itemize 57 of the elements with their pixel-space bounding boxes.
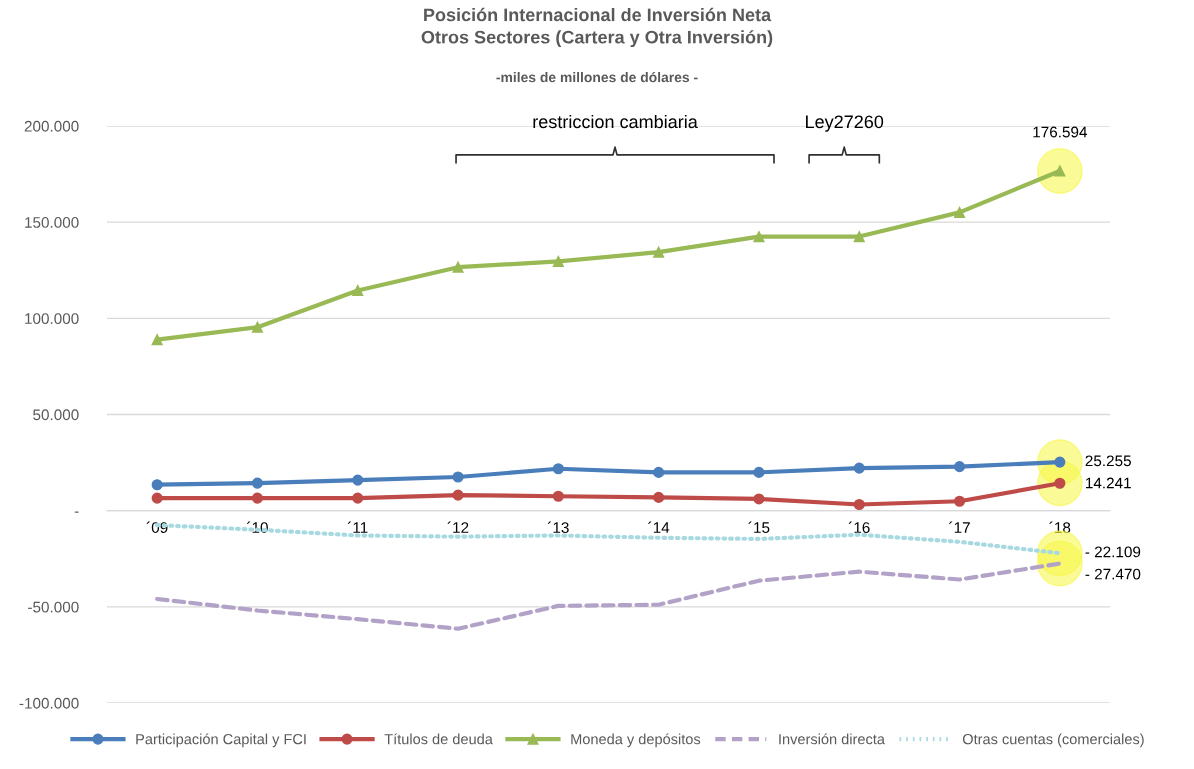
y-tick-label: -100.000 [19, 697, 79, 709]
point [953, 206, 966, 218]
point [352, 284, 364, 297]
point [653, 466, 665, 478]
line-series [155, 561, 1062, 631]
y-tick-label: 150.000 [25, 217, 79, 228]
point [853, 231, 865, 243]
x-tick-label: ´11 [347, 521, 368, 533]
point [853, 498, 865, 511]
point [151, 492, 163, 504]
point [552, 490, 564, 502]
x-tick-label: ´12 [447, 521, 469, 533]
data-label: - 27.470 [1085, 568, 1141, 580]
point [251, 321, 264, 333]
chart-title: Posición Internacional de Inversión Neta Otros Sectores (Cartera y Otra Inversión) [421, 7, 773, 48]
point [151, 334, 163, 346]
legend-label: Moneda y depósitos [571, 733, 701, 748]
x-tick-label: ´18 [1049, 521, 1071, 533]
point [452, 261, 464, 273]
data-label: 25.255 [1085, 455, 1131, 467]
data-label: 14.241 [1086, 477, 1131, 489]
point [352, 492, 364, 504]
annotation: restriccion cambiaria [533, 114, 698, 129]
data-label: 176.594 [1033, 126, 1088, 138]
point [251, 477, 264, 489]
y-tick-label: - [74, 511, 79, 513]
x-tick-label: ´14 [648, 521, 670, 533]
x-tick-label: ´13 [547, 521, 569, 533]
point [552, 463, 564, 475]
legend-label: Otras cuentas (comerciales) [962, 733, 1144, 748]
y-tick-label: -50.000 [28, 601, 79, 613]
chart-subtitle: -miles de millones de dólares - [496, 71, 698, 83]
point [151, 479, 163, 491]
y-tick-label: 50.000 [33, 409, 79, 421]
point [653, 246, 665, 258]
point [953, 495, 966, 507]
point [452, 489, 464, 501]
legend-label: Inversión directa [779, 733, 885, 745]
data-label: - 22.109 [1085, 546, 1141, 558]
legend-label: Títulos de deuda [384, 733, 493, 745]
point [753, 493, 765, 505]
point [552, 255, 564, 267]
point [953, 461, 966, 473]
x-tick-label: ´17 [949, 521, 970, 533]
y-tick-label: 100.000 [25, 313, 79, 325]
point [653, 491, 665, 503]
point [753, 466, 765, 478]
point [251, 492, 264, 504]
y-tick-label: 200.000 [24, 120, 79, 132]
point [452, 471, 464, 483]
x-tick-label: ´16 [848, 521, 870, 533]
annotation: Ley27260 [806, 115, 884, 132]
legend-label: Participación Capital y FCI [136, 733, 306, 748]
x-tick-label: ´15 [748, 521, 770, 533]
point [753, 231, 765, 243]
point [352, 474, 364, 486]
point [853, 462, 865, 474]
